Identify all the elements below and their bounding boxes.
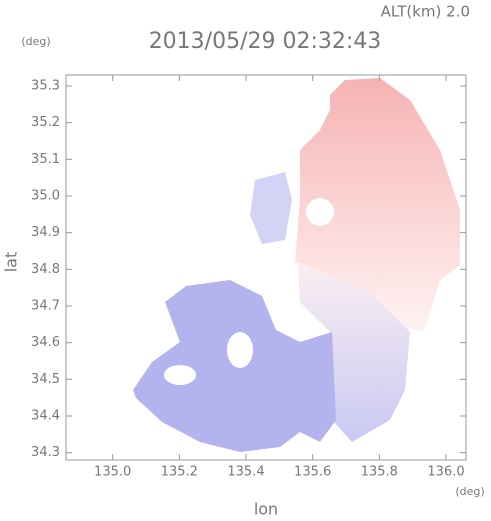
y-tick-label: 34.5 [31,372,60,387]
transition-region [298,262,410,442]
plot-frame [65,74,467,461]
gap [164,365,196,385]
y-tick-label: 34.7 [31,299,60,314]
x-tick-label: 135.6 [294,465,331,480]
x-tick-label: 135.2 [161,465,198,480]
radar-field [133,78,460,452]
y-axis-label: lat [2,252,21,273]
positive-region [295,78,460,330]
chart-title: 2013/05/29 02:32:43 [149,29,382,54]
y-tick-label: 34.4 [31,409,60,424]
negative-patch [250,172,292,244]
gap [227,332,253,368]
x-tick-label: 135.8 [361,465,398,480]
y-tick-label: 34.6 [31,335,60,350]
x-unit: (deg) [455,485,484,498]
annotation: ALT(km) 2.0 [381,3,470,21]
y-tick-label: 34.9 [31,225,60,240]
y-tick-label: 34.8 [31,262,60,277]
x-tick-label: 135.4 [227,465,264,480]
x-axis-label: lon [254,500,278,519]
gap [306,198,334,226]
y-tick-label: 35.1 [31,152,60,167]
y-tick-label: 35.0 [31,189,60,204]
x-tick-label: 136.0 [427,465,464,480]
y-unit: (deg) [21,35,50,48]
x-tick-label: 135.0 [94,465,131,480]
y-tick-label: 35.2 [31,115,60,130]
y-tick-label: 34.3 [31,445,60,460]
y-tick-label: 35.3 [31,79,60,94]
